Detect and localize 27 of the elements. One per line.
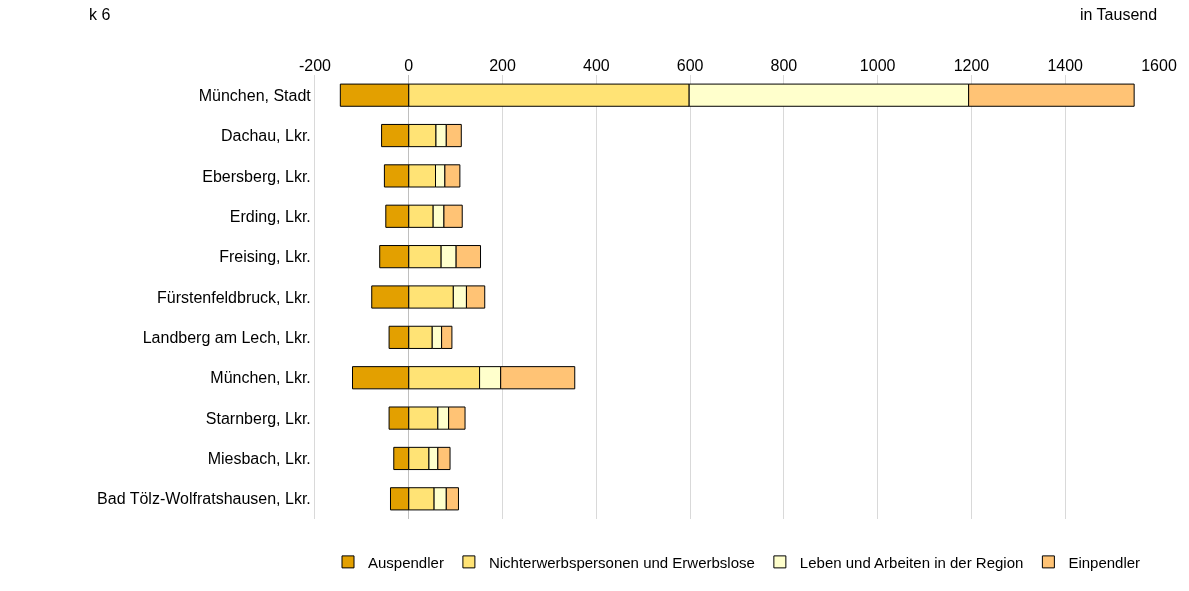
- y-tick-label: Dachau, Lkr.: [220, 127, 311, 145]
- y-tick-label: Miesbach, Lkr.: [207, 450, 311, 468]
- x-tick-label: 0: [404, 56, 414, 74]
- legend-label: Nichterwerbspersonen und Erwerbslose: [488, 553, 755, 571]
- y-tick-label: Starnberg, Lkr.: [205, 409, 311, 427]
- x-tick-label: 600: [676, 56, 704, 74]
- y-tick-label: München, Lkr.: [210, 369, 311, 387]
- legend-label: Einpendler: [1068, 553, 1141, 571]
- y-tick-label: Landberg am Lech, Lkr.: [142, 328, 311, 346]
- legend-label: Leben und Arbeiten in der Region: [799, 553, 1024, 571]
- x-tick-label: -200: [298, 56, 332, 74]
- y-tick-label: Erding, Lkr.: [229, 207, 311, 225]
- legend-label: Auspendler: [368, 553, 444, 571]
- y-tick-label: Freising, Lkr.: [219, 248, 311, 266]
- text: k 6: [89, 6, 111, 23]
- y-tick-label: Bad Tölz-Wolfratshausen, Lkr.: [97, 490, 311, 508]
- y-tick-label: Ebersberg, Lkr.: [202, 167, 311, 185]
- x-tick-label: 400: [582, 56, 610, 74]
- x-tick-label: 1000: [859, 56, 896, 74]
- text: in Tausend: [1080, 6, 1158, 23]
- x-tick-label: 1400: [1047, 56, 1084, 74]
- y-tick-label: München, Stadt: [198, 86, 312, 104]
- x-tick-label: 1600: [1141, 56, 1177, 74]
- x-tick-label: 800: [770, 56, 798, 74]
- y-tick-label: Fürstenfeldbruck, Lkr.: [156, 288, 311, 306]
- x-tick-label: 1200: [953, 56, 990, 74]
- x-tick-label: 200: [489, 56, 517, 74]
